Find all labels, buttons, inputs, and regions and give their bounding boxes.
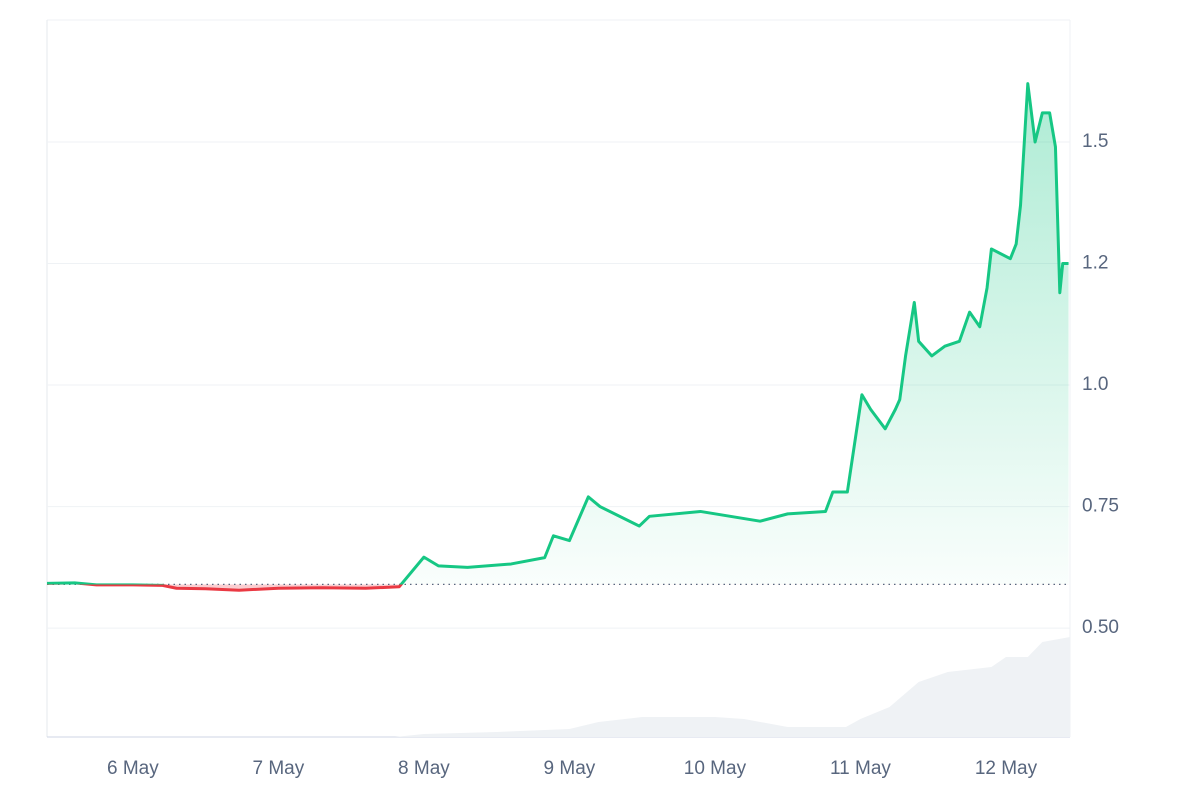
x-tick-label: 10 May xyxy=(684,758,747,779)
x-tick-label: 11 May xyxy=(830,758,891,779)
area-up xyxy=(47,83,1069,585)
y-tick-label: 0.75 xyxy=(1082,496,1119,517)
volume-area xyxy=(394,637,1070,737)
y-tick-label: 1.2 xyxy=(1082,253,1108,274)
y-tick-label: 1.0 xyxy=(1082,374,1108,395)
x-tick-label: 8 May xyxy=(398,758,450,779)
x-tick-label: 9 May xyxy=(544,758,596,779)
y-tick-label: 1.5 xyxy=(1082,131,1108,152)
price-line xyxy=(46,82,1069,592)
x-tick-label: 7 May xyxy=(253,758,305,779)
x-tick-label: 12 May xyxy=(975,758,1038,779)
x-tick-label: 6 May xyxy=(107,758,159,779)
y-tick-label: 0.50 xyxy=(1082,617,1119,638)
